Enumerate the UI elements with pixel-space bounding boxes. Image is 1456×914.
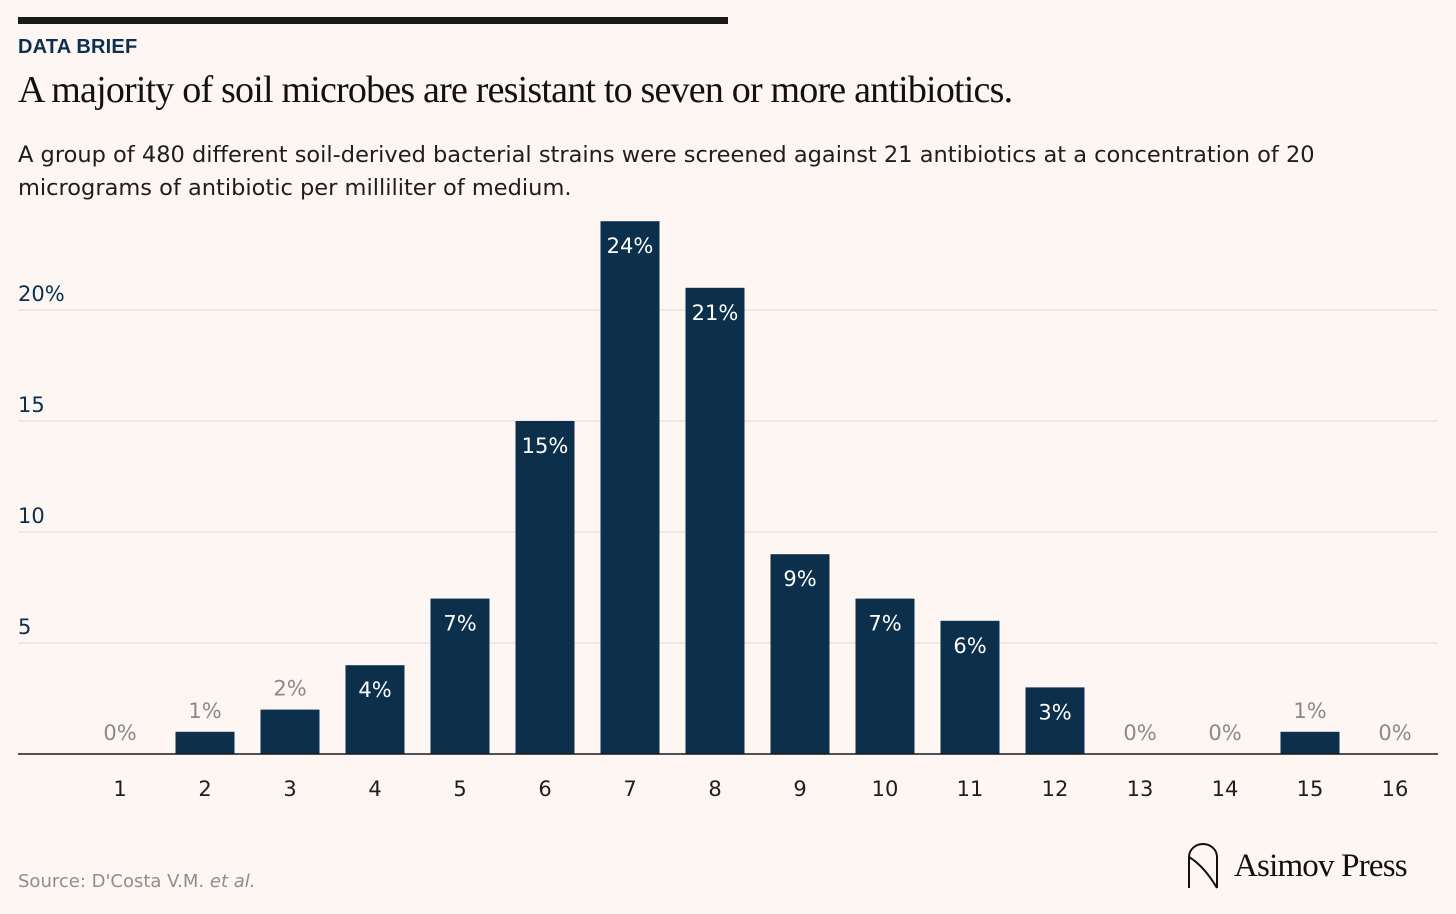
data-label: 7%: [868, 612, 901, 636]
x-tick-label: 13: [1127, 777, 1154, 801]
data-label: 0%: [1208, 721, 1241, 745]
data-label: 3%: [1038, 700, 1071, 724]
data-label: 2%: [273, 677, 306, 701]
x-tick-label: 5: [453, 777, 466, 801]
bar: [260, 709, 320, 754]
x-tick-label: 1: [113, 777, 126, 801]
x-tick-label: 9: [793, 777, 806, 801]
y-tick-label: 5: [18, 615, 31, 639]
kicker: DATA BRIEF: [18, 36, 138, 58]
source-note: Source: D'Costa V.M. et al.: [18, 871, 255, 892]
bar: [770, 554, 830, 754]
chart-subtitle: A group of 480 different soil-derived ba…: [18, 142, 1315, 201]
bar: [1280, 731, 1340, 754]
brand: Asimov Press: [1186, 842, 1408, 890]
data-label: 1%: [1293, 699, 1326, 723]
data-label: 0%: [1123, 721, 1156, 745]
data-label: 1%: [188, 699, 221, 723]
y-tick-label: 10: [18, 504, 45, 528]
data-label: 6%: [953, 634, 986, 658]
bar: [175, 731, 235, 754]
x-tick-label: 3: [283, 777, 296, 801]
x-tick-label: 8: [708, 777, 721, 801]
bar: [345, 665, 405, 754]
data-label: 9%: [783, 567, 816, 591]
y-tick-label: 15: [18, 393, 45, 417]
asimov-press-logo-icon: [1188, 843, 1218, 889]
top-rule: [18, 17, 728, 24]
x-tick-label: 12: [1042, 777, 1069, 801]
x-tick-label: 7: [623, 777, 636, 801]
x-tick-label: 10: [872, 777, 899, 801]
data-label: 0%: [1378, 721, 1411, 745]
bar: [515, 421, 575, 754]
data-label: 15%: [522, 434, 569, 458]
data-label: 4%: [358, 678, 391, 702]
data-label: 24%: [607, 234, 654, 258]
x-tick-label: 14: [1212, 777, 1239, 801]
x-tick-label: 2: [198, 777, 211, 801]
brand-name: Asimov Press: [1234, 847, 1408, 884]
data-label: 0%: [103, 721, 136, 745]
bar: [600, 221, 660, 754]
x-tick-label: 15: [1297, 777, 1324, 801]
x-tick-label: 6: [538, 777, 551, 801]
bar: [685, 287, 745, 754]
x-tick-label: 16: [1382, 777, 1409, 801]
bar: [855, 598, 915, 754]
bar: [940, 620, 1000, 754]
data-label: 21%: [692, 301, 739, 325]
source-et-al: et al.: [209, 871, 256, 892]
bar: [1025, 687, 1085, 754]
y-tick-label: 20%: [18, 282, 65, 306]
bar: [430, 598, 490, 754]
x-tick-label: 11: [957, 777, 984, 801]
source-text: Source: D'Costa V.M.: [18, 871, 210, 892]
data-label: 7%: [443, 612, 476, 636]
x-tick-label: 4: [368, 777, 381, 801]
chart-title: A majority of soil microbes are resistan…: [18, 69, 1013, 111]
